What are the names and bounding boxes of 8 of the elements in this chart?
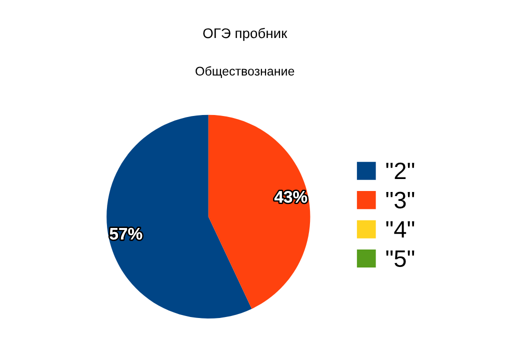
data-label: 43% — [274, 190, 308, 203]
legend-label: "3" — [386, 192, 414, 209]
chart-title: ОГЭ пробник — [203, 28, 288, 41]
legend-label: "4" — [386, 221, 414, 238]
legend-label: "2" — [386, 162, 414, 180]
legend-label: "5" — [386, 250, 414, 267]
chart-subtitle: Обществознание — [196, 66, 294, 78]
data-label: 57% — [110, 228, 142, 240]
